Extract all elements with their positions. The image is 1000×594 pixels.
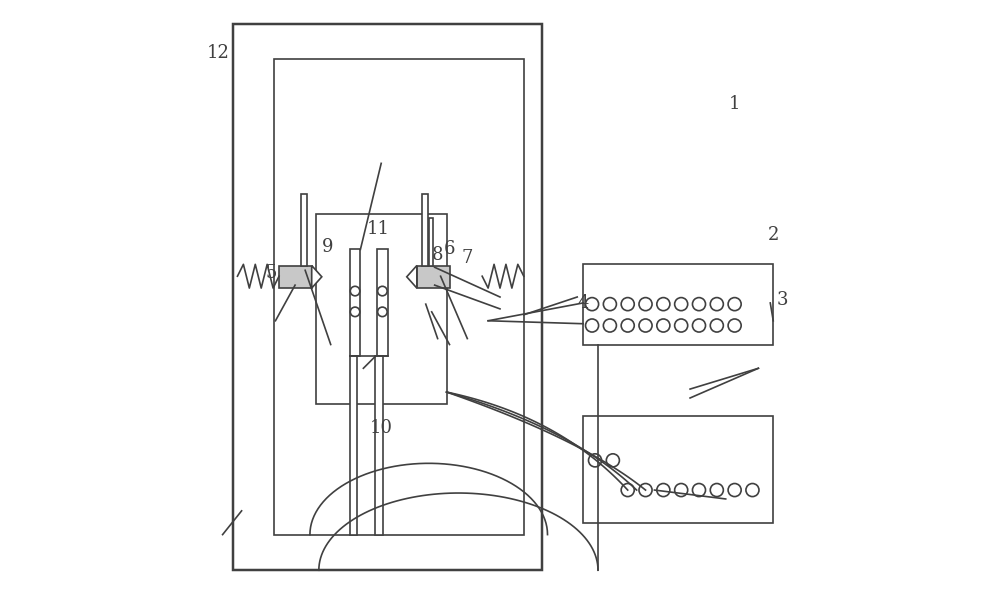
Bar [583, 416, 773, 523]
Text: 1: 1 [729, 95, 740, 113]
Text: 2: 2 [768, 226, 779, 244]
Bar [429, 218, 433, 266]
Text: 3: 3 [776, 291, 788, 309]
Polygon shape [312, 266, 322, 288]
Polygon shape [407, 266, 417, 288]
Text: 12: 12 [206, 45, 229, 62]
Bar [350, 249, 360, 356]
Bar [417, 266, 450, 288]
Bar [316, 214, 447, 404]
Text: 10: 10 [370, 419, 393, 437]
Text: 7: 7 [462, 249, 473, 267]
Bar [274, 59, 524, 535]
Bar [583, 264, 773, 345]
Bar [350, 356, 357, 535]
Text: 11: 11 [367, 220, 390, 238]
Text: 9: 9 [322, 238, 333, 255]
Text: 4: 4 [577, 294, 589, 312]
Bar [233, 24, 542, 570]
Text: 5: 5 [266, 264, 277, 282]
Bar [377, 249, 388, 356]
Bar [279, 266, 312, 288]
Text: 6: 6 [444, 241, 455, 258]
Bar [301, 194, 307, 266]
Bar [422, 194, 428, 266]
Bar [375, 356, 383, 535]
Text: 8: 8 [432, 247, 443, 264]
